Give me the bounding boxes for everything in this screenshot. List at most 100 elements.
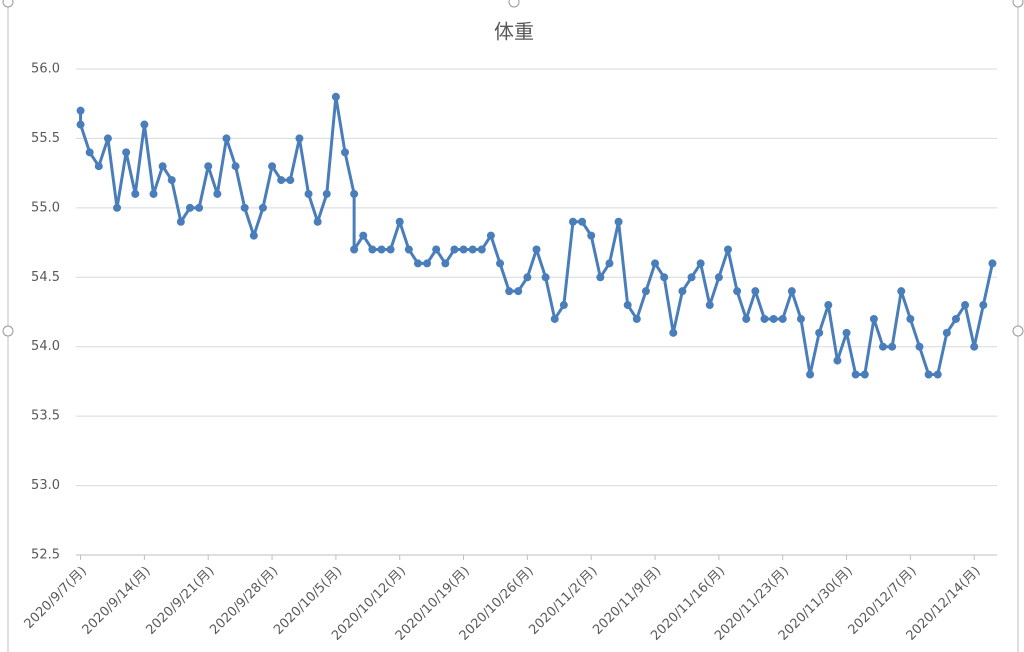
data-point xyxy=(532,245,541,254)
data-point xyxy=(359,231,368,240)
data-point xyxy=(714,273,723,282)
data-point xyxy=(851,370,860,379)
data-point xyxy=(660,273,669,282)
data-point xyxy=(623,301,632,310)
data-point xyxy=(459,245,468,254)
data-point xyxy=(970,342,979,351)
data-point xyxy=(824,301,833,310)
data-point xyxy=(915,342,924,351)
data-point xyxy=(158,162,167,171)
data-point xyxy=(486,231,495,240)
data-point xyxy=(587,231,596,240)
data-point xyxy=(331,92,340,101)
data-point xyxy=(213,189,222,198)
data-point xyxy=(85,148,94,157)
data-point xyxy=(404,245,413,254)
y-tick-label: 55.0 xyxy=(31,200,60,215)
data-point xyxy=(550,314,559,323)
data-point xyxy=(468,245,477,254)
y-tick-label: 56.0 xyxy=(31,62,60,77)
data-point xyxy=(751,287,760,296)
data-point xyxy=(833,356,842,365)
data-point xyxy=(514,287,523,296)
resize-handle[interactable] xyxy=(2,0,14,8)
data-point xyxy=(742,314,751,323)
data-point xyxy=(313,217,322,226)
y-tick-label: 53.0 xyxy=(31,478,60,493)
data-point xyxy=(222,134,231,143)
data-point xyxy=(341,148,350,157)
chart-title: 体重 xyxy=(494,20,534,44)
data-point xyxy=(496,259,505,268)
data-point xyxy=(204,162,213,171)
data-point xyxy=(678,287,687,296)
data-point xyxy=(167,176,176,185)
data-point xyxy=(879,342,888,351)
data-point xyxy=(578,217,587,226)
resize-handle[interactable] xyxy=(508,0,520,8)
data-point xyxy=(413,259,422,268)
data-point xyxy=(377,245,386,254)
data-point xyxy=(76,120,85,129)
data-point xyxy=(942,328,951,337)
data-point xyxy=(559,301,568,310)
data-point xyxy=(113,203,122,212)
data-point xyxy=(961,301,970,310)
data-point xyxy=(933,370,942,379)
data-point xyxy=(696,259,705,268)
data-point xyxy=(131,189,140,198)
data-point xyxy=(787,287,796,296)
data-point xyxy=(277,176,286,185)
data-point xyxy=(140,120,149,129)
data-point xyxy=(705,301,714,310)
y-tick-label: 52.5 xyxy=(31,548,60,563)
data-point xyxy=(605,259,614,268)
data-point xyxy=(669,328,678,337)
data-point xyxy=(122,148,131,157)
y-tick-label: 53.5 xyxy=(31,409,60,424)
data-point xyxy=(733,287,742,296)
data-point xyxy=(249,231,258,240)
y-tick-label: 54.0 xyxy=(31,339,60,354)
data-point xyxy=(687,273,696,282)
data-point xyxy=(450,245,459,254)
data-point xyxy=(641,287,650,296)
data-point xyxy=(94,162,103,171)
data-point xyxy=(350,189,359,198)
data-point xyxy=(596,273,605,282)
data-point xyxy=(760,314,769,323)
data-point xyxy=(386,245,395,254)
data-point xyxy=(568,217,577,226)
data-point xyxy=(769,314,778,323)
data-point xyxy=(778,314,787,323)
data-point xyxy=(897,287,906,296)
data-point xyxy=(103,134,112,143)
data-point xyxy=(240,203,249,212)
data-point xyxy=(723,245,732,254)
data-point xyxy=(322,189,331,198)
data-point xyxy=(806,370,815,379)
data-point xyxy=(979,301,988,310)
data-point xyxy=(304,189,313,198)
resize-handle[interactable] xyxy=(1012,0,1024,8)
resize-handle[interactable] xyxy=(1012,325,1024,337)
data-point xyxy=(888,342,897,351)
data-point xyxy=(906,314,915,323)
data-point xyxy=(185,203,194,212)
data-point xyxy=(924,370,933,379)
data-point xyxy=(76,106,85,115)
y-tick-label: 54.5 xyxy=(31,270,60,285)
data-point xyxy=(523,273,532,282)
data-point xyxy=(988,259,997,268)
data-point xyxy=(395,217,404,226)
data-point xyxy=(632,314,641,323)
data-point xyxy=(432,245,441,254)
data-point xyxy=(541,273,550,282)
data-point xyxy=(231,162,240,171)
data-point xyxy=(651,259,660,268)
data-point xyxy=(815,328,824,337)
data-point xyxy=(423,259,432,268)
resize-handle[interactable] xyxy=(2,325,14,337)
data-point xyxy=(350,245,359,254)
